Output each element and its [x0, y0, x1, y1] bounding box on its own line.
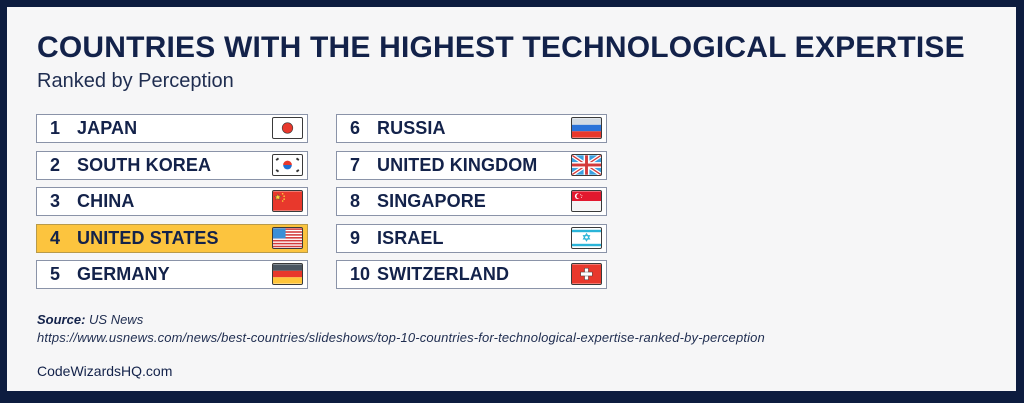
rank-number: 6: [350, 118, 361, 138]
china-flag-icon: [272, 190, 303, 212]
ranking-row: 8 SINGAPORE: [336, 187, 607, 216]
country-name: UNITED KINGDOM: [377, 154, 538, 175]
ranking-row: 9 ISRAEL: [336, 223, 607, 253]
country-name: SINGAPORE: [377, 191, 486, 211]
ranking-row: 2 SOUTH KOREA: [36, 150, 308, 180]
rank-number: 7: [350, 154, 361, 175]
country-name: ISRAEL: [377, 227, 444, 248]
singapore-flag-icon: [571, 190, 602, 212]
israel-flag-icon: [571, 226, 602, 249]
rank-number: 5: [50, 264, 61, 284]
country-name: CHINA: [77, 191, 135, 211]
infographic-panel: COUNTRIES WITH THE HIGHEST TECHNOLOGICAL…: [7, 7, 1016, 391]
japan-flag-icon: [272, 117, 303, 139]
ranking-row: 10 SWITZERLAND: [336, 260, 607, 289]
country-name: UNITED STATES: [77, 227, 219, 248]
russia-flag-icon: [571, 117, 602, 139]
rank-number: 8: [350, 191, 361, 211]
rank-number: 10: [350, 264, 371, 284]
ranking-row: 6 RUSSIA: [336, 114, 607, 143]
ranking-row: 7 UNITED KINGDOM: [336, 150, 607, 180]
source-label: Source:: [37, 312, 86, 327]
source-url: https://www.usnews.com/news/best-countri…: [37, 330, 765, 345]
page-subtitle: Ranked by Perception: [37, 70, 234, 92]
ranking-row: 5 GERMANY: [36, 260, 308, 289]
rank-number: 4: [50, 227, 61, 248]
switzerland-flag-icon: [571, 263, 602, 285]
ranking-row: 1 JAPAN: [36, 114, 308, 143]
rank-number: 2: [50, 154, 61, 175]
ranking-column-left: 1 JAPAN 2 SOUTH KOREA 3 CHINA 4 UNITED S…: [36, 114, 308, 297]
country-name: JAPAN: [77, 118, 138, 138]
south-korea-flag-icon: [272, 153, 303, 176]
ranking-row-highlighted: 4 UNITED STATES: [36, 223, 308, 253]
ranking-row: 3 CHINA: [36, 187, 308, 216]
country-name: RUSSIA: [377, 118, 446, 138]
page-title: COUNTRIES WITH THE HIGHEST TECHNOLOGICAL…: [37, 31, 965, 64]
country-name: SWITZERLAND: [377, 264, 510, 284]
uk-flag-icon: [571, 153, 602, 176]
ranking-column-right: 6 RUSSIA 7 UNITED KINGDOM 8 SINGAPORE 9 …: [336, 114, 607, 297]
source-line: Source: US News: [37, 312, 143, 327]
rank-number: 1: [50, 118, 61, 138]
rank-number: 3: [50, 191, 61, 211]
country-name: SOUTH KOREA: [77, 154, 212, 175]
usa-flag-icon: [272, 226, 303, 249]
country-name: GERMANY: [77, 264, 170, 284]
source-name: US News: [85, 312, 144, 327]
germany-flag-icon: [272, 263, 303, 285]
brand-credit: CodeWizardsHQ.com: [37, 363, 173, 379]
rank-number: 9: [350, 227, 361, 248]
